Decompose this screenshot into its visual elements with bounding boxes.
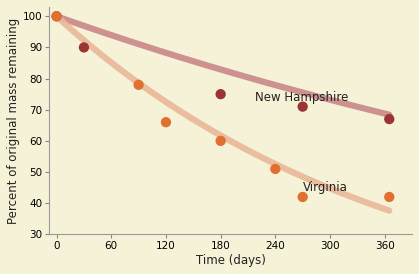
Point (299, 104, 306, 109)
Point (135, 83, 142, 87)
Point (217, 139, 224, 143)
Point (163, 120, 169, 124)
Text: Virginia: Virginia (303, 181, 347, 194)
Point (53, 14, 60, 18)
Y-axis label: Percent of original mass remaining: Percent of original mass remaining (7, 18, 20, 224)
Point (299, 195, 306, 199)
X-axis label: Time (days): Time (days) (196, 254, 266, 267)
Point (272, 167, 279, 171)
Point (386, 195, 393, 199)
Point (217, 92, 224, 96)
Point (386, 117, 393, 121)
Text: New Hampshire: New Hampshire (255, 90, 349, 104)
Point (80, 45, 87, 50)
Point (53, 14, 60, 18)
